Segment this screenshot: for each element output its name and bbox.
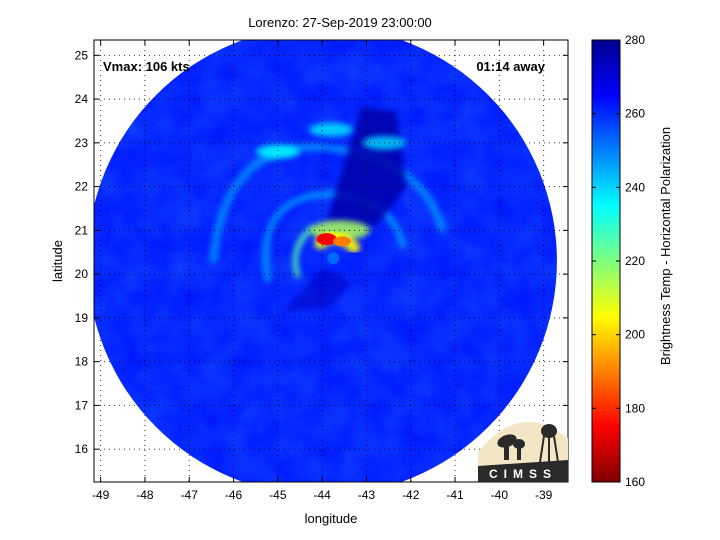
axes-frame [93,39,569,483]
time-away-annotation: 01:14 away [476,59,545,74]
x-tick-label: -42 [402,488,420,502]
x-tick-label: -40 [491,488,509,502]
y-tick-label: 25 [75,48,89,62]
x-tick-label: -41 [446,488,464,502]
eyewall-warm [316,233,337,246]
colorbar-gradient [591,39,621,483]
satellite-dish-icon [497,434,517,448]
chart-title: Lorenzo: 27-Sep-2019 23:00:00 [248,15,432,30]
y-tick-label: 22 [75,180,89,194]
colorbar-label: Brightness Temp - Horizontal Polarizatio… [658,127,673,365]
x-tick-label: -47 [181,488,199,502]
logo-text: CIMSS [489,467,557,481]
x-axis-label: longitude [305,511,358,526]
y-tick-label: 17 [75,398,89,412]
y-tick-label: 19 [75,311,89,325]
water-tower-icon [541,424,557,438]
colorbar-tick-label: 240 [625,180,645,194]
band-north [309,122,353,137]
y-tick-label: 24 [75,92,89,106]
colorbar-tick-label: 220 [625,254,645,268]
cimss-logo: CIMSS [478,421,568,482]
y-axis-label: latitude [50,240,65,282]
swath-features [209,106,448,313]
x-tick-label: -43 [358,488,376,502]
x-tick-label: -44 [313,488,331,502]
colorbar-tick-label: 160 [625,475,645,489]
vmax-annotation: Vmax: 106 kts [103,59,190,74]
x-tick-label: -49 [92,488,110,502]
y-tick-label: 21 [75,223,89,237]
spiral-band-outer [209,143,448,263]
band-northwest [255,144,300,159]
x-ticks: -49 -48 -47 -46 -45 -44 -43 -42 -41 -40 -39 [92,40,553,502]
x-tick-label: -45 [269,488,287,502]
y-tick-label: 23 [75,136,89,150]
y-ticks: 16 17 18 19 20 21 22 23 24 25 [75,48,568,456]
colorbar-tick-label: 200 [625,328,645,342]
colorbar-tick-label: 280 [625,33,645,47]
x-tick-label: -48 [136,488,154,502]
spiral-band-mid [262,190,407,283]
dark-wedge-south [283,267,354,313]
grid [94,40,568,482]
x-tick-label: -39 [535,488,553,502]
colorbar-tick-label: 260 [625,107,645,121]
storm-eye [327,252,340,265]
x-tick-label: -46 [225,488,243,502]
y-tick-label: 18 [75,355,89,369]
colorbar-tick-label: 180 [625,401,645,415]
colorbar-ticks: 160 180 200 220 240 260 280 [592,33,645,489]
y-tick-label: 20 [75,267,89,281]
eyewall-east [333,236,352,247]
colorbar: 160 180 200 220 240 260 280 Brightness Temp - … [591,33,673,489]
swath-texture [94,40,557,482]
y-tick-label: 16 [75,442,89,456]
brightness-swath [94,40,557,482]
